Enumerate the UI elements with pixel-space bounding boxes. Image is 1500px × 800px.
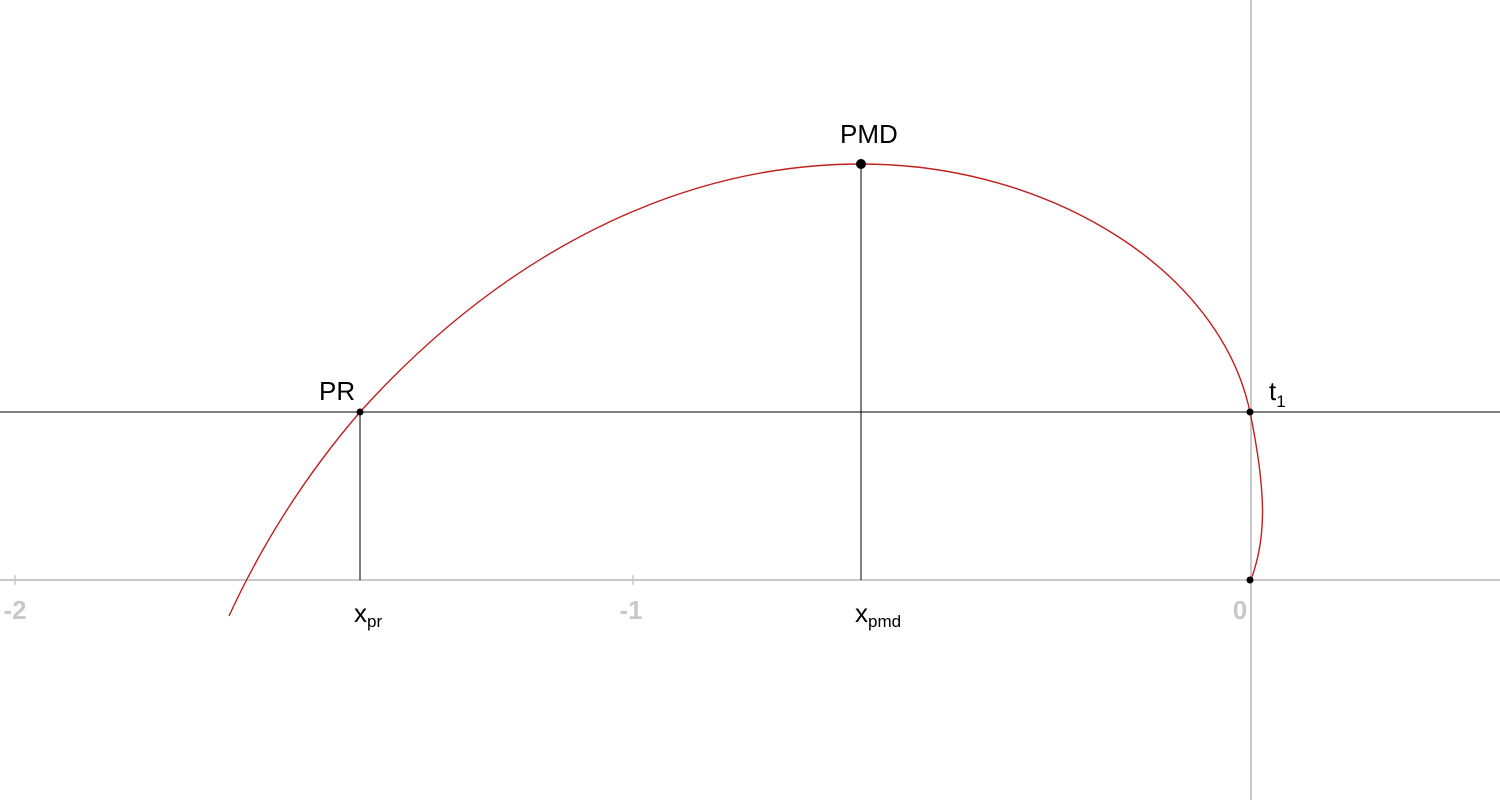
pr-label: PR [319,376,355,406]
t1-label: t1 [1269,376,1286,411]
t1-label-sub: 1 [1276,392,1285,411]
x-pmd-label: xpmd [855,598,901,631]
x-tick-label: -2 [3,595,26,625]
pr-point [356,408,364,416]
x-pmd-label-sub: pmd [868,612,901,631]
x-pr-label: xpr [354,598,382,631]
t1-label-main: t [1269,376,1277,406]
x-pr-label-main: x [354,598,367,628]
pmd-point [856,159,866,169]
x-pmd-label-main: x [855,598,868,628]
x-tick-label: 0 [1233,595,1247,625]
trajectory-curve [228,163,1264,617]
x-pr-label-sub: pr [367,612,382,631]
origin-point [1246,576,1254,584]
x-tick-label: -1 [619,595,642,625]
t1-point [1246,408,1254,416]
pmd-label: PMD [840,119,898,149]
